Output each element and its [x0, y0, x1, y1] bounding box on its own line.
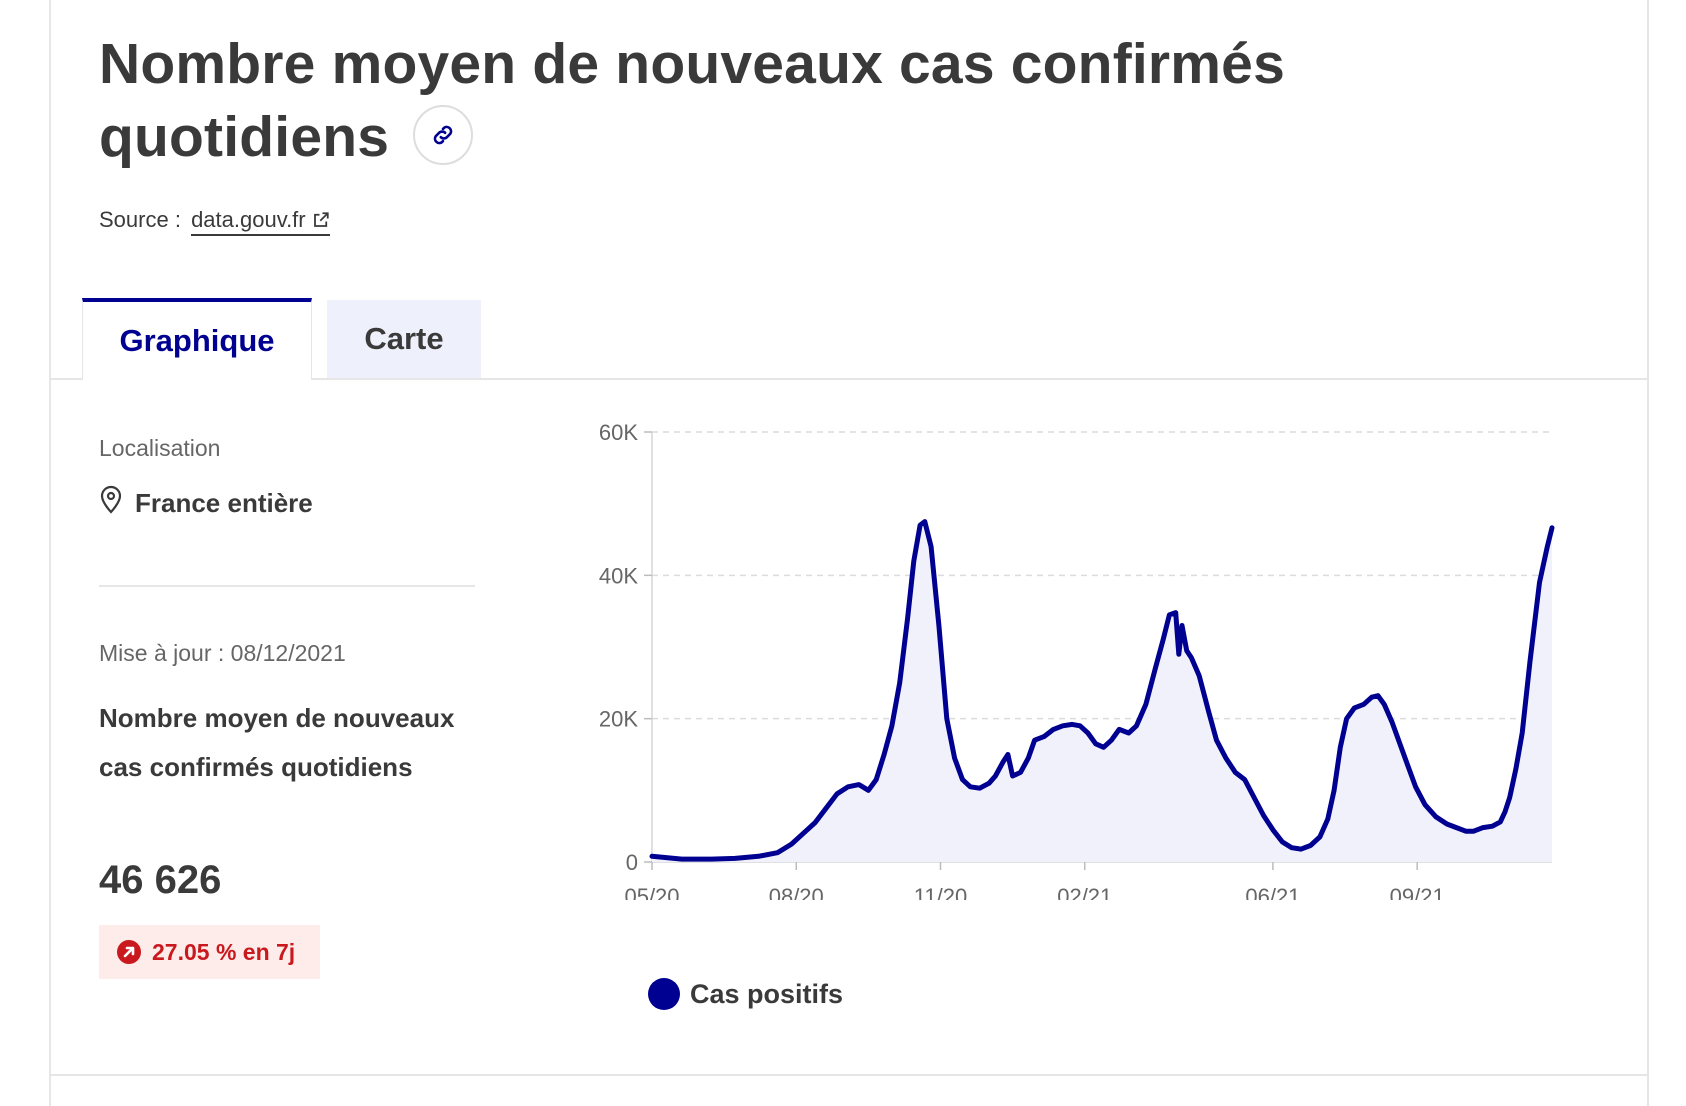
tabs-baseline — [49, 378, 1649, 380]
arrow-up-right-circle-icon — [117, 940, 141, 964]
metric-label: Nombre moyen de nouveaux cas confirmés q… — [99, 703, 455, 782]
grid-layer — [652, 431, 1552, 720]
location-label: Localisation — [99, 435, 221, 461]
x-tick-label: 11/20 — [914, 884, 967, 900]
section-divider — [49, 1074, 1649, 1076]
y-tick-label: 0 — [626, 850, 638, 875]
source-prefix: Source : — [99, 207, 181, 232]
page-title: Nombre moyen de nouveaux cas confirmés q… — [99, 32, 1285, 169]
legend-swatch — [648, 978, 680, 1010]
location-selector[interactable]: France entière — [99, 485, 313, 519]
x-tick-label: 09/21 — [1390, 884, 1445, 900]
legend-label: Cas positifs — [690, 978, 844, 1009]
external-link-icon — [313, 212, 329, 227]
cases-chart: 0 20K 40K 60K 05/20 08/20 11/20 02/21 06/21 09/21 — [599, 420, 1555, 900]
trend-text: 27.05 % en 7j — [152, 938, 296, 965]
map-pin-icon — [100, 485, 122, 514]
source-link[interactable]: data.gouv.fr — [191, 207, 330, 236]
tab-graphique[interactable]: Graphique — [82, 298, 312, 380]
location-value: France entière — [135, 488, 313, 518]
update-date: Mise à jour : 08/12/2021 — [99, 640, 346, 666]
y-tick-label: 40K — [599, 563, 638, 588]
y-tick-label: 20K — [599, 707, 638, 732]
source-line: Source : data.gouv.fr — [99, 207, 330, 236]
metric-value: 46 626 — [99, 858, 222, 902]
sidebar-divider — [99, 585, 475, 587]
x-tick-label: 06/21 — [1245, 884, 1300, 900]
x-tick-label: 05/20 — [624, 884, 679, 900]
x-tick-label: 02/21 — [1057, 884, 1112, 900]
chart-legend[interactable]: Cas positifs — [648, 978, 843, 1010]
tab-carte[interactable]: Carte — [327, 300, 481, 378]
trend-badge: 27.05 % en 7j — [99, 925, 320, 979]
series-line — [649, 519, 1555, 862]
copy-link-button[interactable] — [413, 104, 474, 165]
series-layer — [649, 519, 1555, 862]
link-icon — [433, 125, 453, 145]
card-frame — [49, 0, 1649, 1106]
series-area — [652, 521, 1552, 862]
y-tick-label: 60K — [599, 420, 638, 445]
x-tick-label: 08/20 — [769, 884, 824, 900]
